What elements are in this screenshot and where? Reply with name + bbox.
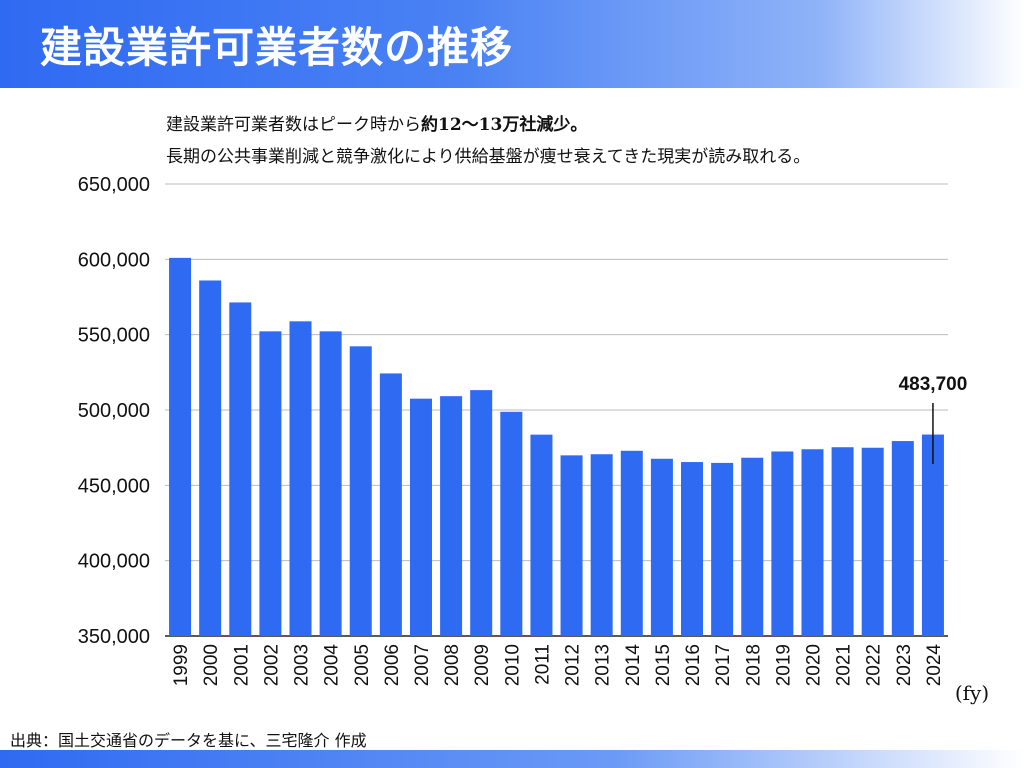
bar-2020	[801, 449, 824, 636]
x-tick-label: 2010	[502, 644, 523, 686]
x-tick-label: 2008	[442, 644, 463, 686]
bar-2009	[470, 390, 493, 636]
x-tick-label: 2019	[773, 644, 794, 686]
x-tick-label: 2015	[653, 644, 674, 686]
footer-band	[0, 750, 1024, 768]
y-tick-label: 450,000	[78, 475, 150, 497]
x-tick-label: 2007	[412, 644, 433, 686]
source-note: 出典：国土交通省のデータを基に、三宅隆介 作成	[10, 731, 367, 750]
x-tick-label: 2004	[322, 644, 343, 687]
bar-2004	[319, 331, 342, 636]
subtitle-line-1: 建設業許可業者数はピーク時から約12〜13万社減少。	[166, 110, 587, 135]
x-tick-label: 1999	[171, 644, 192, 686]
bar-2013	[590, 454, 613, 636]
x-tick-label: 2022	[864, 644, 885, 686]
bar-2003	[289, 321, 312, 636]
x-tick-label: 2014	[623, 644, 644, 687]
y-tick-label: 600,000	[78, 249, 150, 271]
x-tick-label: 2001	[231, 644, 252, 686]
x-tick-label: 2011	[532, 644, 553, 685]
x-axis-label: (fy)	[955, 681, 989, 705]
x-tick-label: 2002	[261, 644, 282, 686]
x-tick-label: 2021	[834, 644, 855, 686]
bar-2012	[560, 455, 583, 636]
y-tick-label: 650,000	[78, 174, 150, 196]
bar-2011	[530, 434, 553, 636]
x-tick-label: 2009	[472, 644, 493, 686]
x-tick-label: 2013	[593, 644, 614, 686]
x-tick-label: 2024	[924, 644, 945, 687]
bar-2006	[379, 373, 402, 636]
subtitle-emphasis: 約12〜13万社減少。	[421, 115, 588, 135]
bar-2019	[771, 451, 794, 636]
x-tick-label: 2005	[352, 644, 373, 686]
page-title: 建設業許可業者数の推移	[40, 23, 514, 72]
annotation-label: 483,700	[899, 374, 968, 395]
bar-2001	[229, 302, 252, 636]
subtitle-text: 建設業許可業者数はピーク時から	[166, 115, 421, 135]
bar-2024	[921, 434, 944, 636]
bar-2018	[741, 457, 764, 636]
x-tick-label: 2003	[292, 644, 313, 686]
x-tick-label: 2012	[563, 644, 584, 686]
y-tick-label: 500,000	[78, 400, 150, 422]
y-tick-label: 550,000	[78, 325, 150, 347]
y-tick-label: 350,000	[78, 626, 150, 648]
x-tick-label: 2023	[894, 644, 915, 686]
bar-2023	[891, 441, 914, 636]
bar-2010	[500, 411, 523, 636]
x-tick-label: 2000	[201, 644, 222, 686]
bar-2008	[440, 396, 463, 636]
header-banner: 建設業許可業者数の推移	[0, 0, 1024, 88]
bar-2022	[861, 447, 884, 636]
bar-2005	[349, 346, 372, 636]
x-tick-label: 2006	[382, 644, 403, 686]
bar-2017	[711, 462, 734, 636]
bar-1999	[169, 257, 192, 636]
bar-2015	[650, 458, 673, 636]
x-tick-label: 2018	[743, 644, 764, 686]
bar-2021	[831, 447, 854, 636]
bar-2002	[259, 331, 282, 636]
y-tick-label: 400,000	[78, 551, 150, 573]
bar-2007	[409, 398, 432, 636]
x-tick-label: 2017	[713, 644, 734, 686]
x-tick-label: 2020	[803, 644, 824, 686]
subtitle-line-2: 長期の公共事業削減と競争激化により供給基盤が痩せ衰えてきた現実が読み取れる。	[166, 147, 811, 167]
bar-2014	[620, 450, 643, 636]
bar-2000	[199, 280, 222, 636]
x-tick-label: 2016	[683, 644, 704, 686]
bar-2016	[681, 462, 704, 636]
